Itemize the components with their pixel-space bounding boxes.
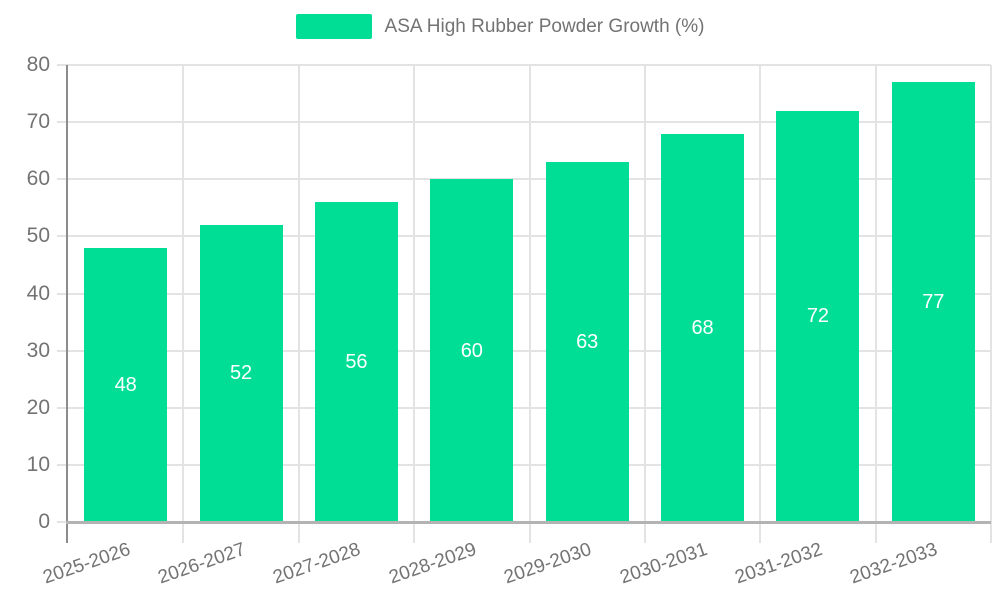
- y-axis-tick-label: 30: [26, 338, 50, 362]
- gridline-vertical: [759, 65, 762, 543]
- bar[interactable]: [314, 202, 398, 522]
- legend-label: ASA High Rubber Powder Growth (%): [384, 16, 705, 37]
- bar[interactable]: [84, 247, 168, 522]
- bar[interactable]: [430, 179, 514, 522]
- bar-value-label: 63: [576, 331, 599, 354]
- y-axis-tick-label: 60: [26, 167, 50, 191]
- y-axis-tick-label: 80: [26, 53, 50, 76]
- gridline-vertical: [182, 65, 185, 543]
- bar-value-label: 68: [691, 316, 714, 339]
- x-axis-line: [66, 521, 991, 524]
- gridline-horizontal: [57, 349, 991, 352]
- gridline-vertical: [413, 65, 416, 543]
- y-axis-tick-label: 10: [26, 452, 50, 476]
- legend[interactable]: ASA High Rubber Powder Growth (%): [0, 14, 1000, 39]
- bar-value-label: 60: [460, 339, 483, 362]
- gridline-vertical: [874, 65, 877, 543]
- x-axis-tick-label: 2032-2033: [847, 538, 941, 589]
- gridline-horizontal: [57, 178, 991, 181]
- bar-value-label: 52: [229, 362, 253, 385]
- bar-value-label: 72: [806, 305, 830, 328]
- gridline-vertical: [297, 65, 300, 543]
- y-axis-tick-label: 70: [26, 110, 50, 134]
- legend-swatch-icon: [295, 14, 372, 39]
- y-axis-tick-label: 40: [26, 281, 50, 305]
- gridline-horizontal: [57, 463, 991, 466]
- gridline-horizontal: [57, 64, 991, 66]
- bar-value-label: 77: [922, 291, 945, 314]
- bar-value-label: 48: [114, 373, 137, 396]
- gridline-horizontal: [57, 121, 991, 124]
- gridline-vertical: [528, 65, 531, 543]
- bar[interactable]: [776, 110, 860, 522]
- y-axis-line: [66, 65, 68, 543]
- bar[interactable]: [545, 162, 629, 522]
- y-axis-tick-label: 50: [26, 224, 50, 248]
- bar[interactable]: [891, 82, 975, 522]
- y-axis-tick-label: 20: [26, 395, 50, 419]
- bar-value-label: 56: [345, 351, 368, 374]
- gridline-horizontal: [57, 235, 991, 238]
- y-axis-tick-label: 0: [38, 510, 50, 533]
- y-axis-tick: [57, 521, 68, 523]
- bar[interactable]: [661, 133, 745, 522]
- gridline-horizontal: [57, 406, 991, 409]
- gridline-horizontal: [57, 292, 991, 295]
- gridline-vertical: [643, 65, 646, 543]
- gridline-vertical: [990, 65, 992, 543]
- bar[interactable]: [199, 224, 283, 522]
